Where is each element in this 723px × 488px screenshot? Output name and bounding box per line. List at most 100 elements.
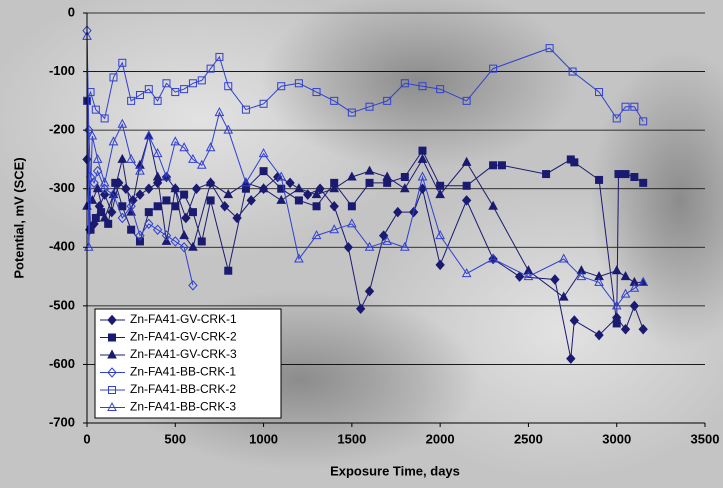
- marker: [161, 230, 172, 241]
- legend-label: Zn-FA41-BB-CRK-2: [130, 382, 236, 396]
- marker: [126, 201, 136, 212]
- marker: [197, 237, 206, 246]
- marker: [259, 167, 268, 176]
- marker: [205, 142, 216, 152]
- marker: [153, 202, 162, 211]
- marker: [118, 58, 127, 67]
- marker: [612, 114, 621, 123]
- marker: [84, 124, 94, 136]
- marker: [329, 224, 340, 234]
- marker: [461, 195, 472, 206]
- x-tick-label: 3000: [602, 431, 631, 446]
- legend-box: [94, 308, 282, 419]
- marker: [258, 148, 269, 158]
- x-tick-label: 2000: [426, 431, 455, 446]
- marker: [629, 282, 640, 292]
- marker: [311, 189, 322, 199]
- marker: [143, 130, 154, 140]
- x-axis-label: Exposure Time, days: [330, 463, 460, 478]
- marker: [620, 288, 631, 298]
- marker: [89, 177, 99, 189]
- legend-label: Zn-FA41-BB-CRK-1: [130, 365, 236, 379]
- marker: [595, 88, 604, 97]
- marker: [153, 96, 162, 105]
- marker: [489, 161, 498, 170]
- marker: [347, 202, 356, 211]
- marker: [144, 218, 154, 230]
- legend-label: Zn-FA41-GV-CRK-1: [130, 312, 237, 326]
- marker: [277, 184, 286, 193]
- marker: [488, 253, 498, 263]
- marker: [108, 189, 119, 200]
- marker: [595, 175, 604, 184]
- marker: [223, 189, 234, 199]
- marker: [118, 202, 127, 211]
- marker: [638, 276, 649, 286]
- marker: [171, 88, 180, 97]
- marker: [99, 212, 110, 222]
- marker: [461, 268, 472, 278]
- x-tick-label: 500: [164, 431, 186, 446]
- marker: [364, 285, 375, 297]
- marker: [126, 153, 136, 163]
- marker: [417, 153, 428, 163]
- marker: [611, 300, 622, 310]
- legend-label: Zn-FA41-GV-CRK-2: [130, 330, 237, 344]
- marker: [161, 171, 172, 181]
- marker: [144, 208, 153, 217]
- marker: [285, 177, 295, 189]
- x-tick-label: 3500: [691, 431, 720, 446]
- marker: [356, 303, 366, 315]
- marker: [108, 136, 119, 146]
- marker: [488, 200, 498, 210]
- marker: [566, 353, 576, 364]
- marker: [117, 118, 128, 128]
- marker: [206, 64, 215, 73]
- marker: [630, 173, 639, 181]
- marker: [347, 171, 357, 181]
- marker: [117, 212, 127, 224]
- marker: [418, 82, 427, 91]
- marker: [417, 171, 428, 181]
- marker: [92, 183, 103, 193]
- marker: [329, 183, 340, 193]
- marker: [111, 178, 120, 187]
- marker: [135, 91, 144, 99]
- marker: [109, 73, 118, 82]
- y-tick-label: -300: [49, 180, 75, 195]
- marker: [294, 253, 304, 263]
- marker: [435, 189, 445, 199]
- marker: [545, 44, 554, 53]
- marker: [629, 276, 640, 286]
- marker: [162, 196, 171, 205]
- marker: [100, 114, 109, 123]
- marker: [135, 237, 144, 246]
- marker: [152, 224, 163, 235]
- marker: [99, 183, 110, 194]
- legend-label: Zn-FA41-GV-CRK-3: [130, 347, 237, 361]
- marker: [135, 165, 145, 175]
- marker: [364, 241, 375, 251]
- marker: [461, 156, 472, 166]
- marker: [576, 271, 587, 281]
- marker: [462, 96, 471, 105]
- marker: [542, 170, 551, 179]
- y-tick-label: -500: [49, 297, 75, 312]
- marker: [436, 181, 445, 190]
- marker: [343, 242, 353, 253]
- marker: [241, 177, 251, 187]
- marker: [121, 183, 131, 194]
- series-line: [86, 135, 644, 298]
- marker: [91, 105, 100, 114]
- x-tick-label: 1000: [249, 431, 278, 446]
- marker: [594, 276, 604, 286]
- marker: [329, 201, 339, 212]
- marker: [294, 196, 303, 205]
- marker: [92, 153, 103, 163]
- marker: [638, 324, 648, 335]
- marker: [170, 136, 181, 146]
- marker: [365, 178, 374, 187]
- marker: [639, 178, 648, 187]
- marker: [523, 265, 534, 275]
